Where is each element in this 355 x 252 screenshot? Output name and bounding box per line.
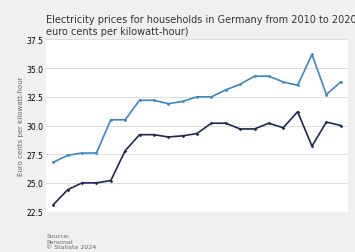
Text: Electricity prices for households in Germany from 2010 to 2020, semi-annually (i: Electricity prices for households in Ger… [46,15,355,37]
Y-axis label: Euro cents per kilowatt-hour: Euro cents per kilowatt-hour [18,76,23,176]
Text: Source:
Personal
© Statista 2024: Source: Personal © Statista 2024 [46,233,97,249]
